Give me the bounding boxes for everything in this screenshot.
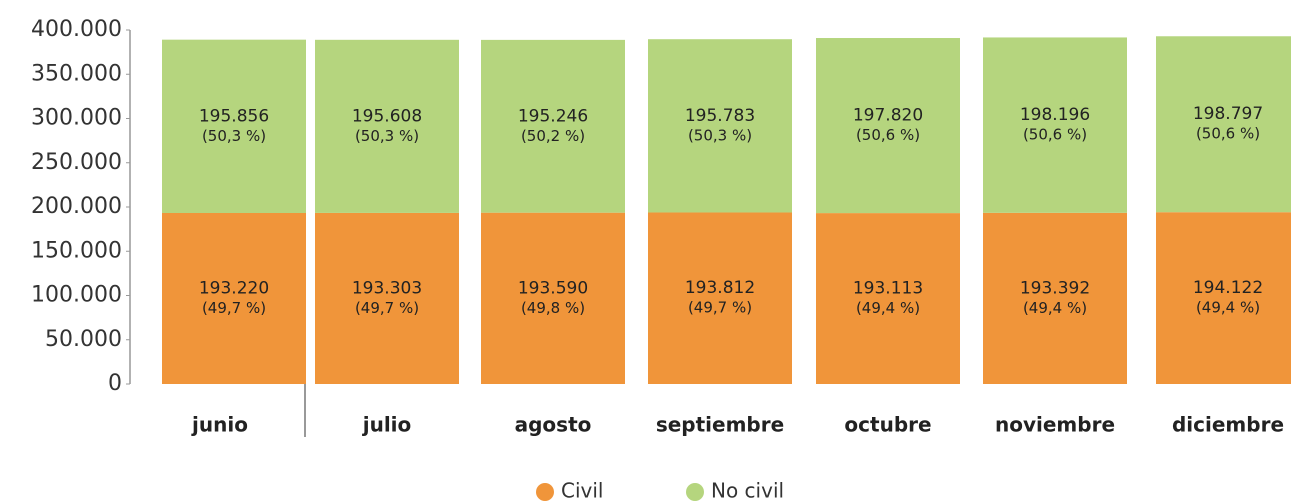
x-tick-label: septiembre [656,413,784,437]
x-tick-label: junio [191,413,248,437]
value-label: 193.113 [853,279,923,299]
x-tick-label: agosto [515,413,592,437]
value-label: 198.196 [1020,105,1090,125]
value-label: 193.303 [352,278,422,298]
value-label: 195.608 [352,106,422,126]
y-tick-label: 350.000 [31,61,122,86]
x-tick-label: julio [362,413,412,437]
value-label: 193.590 [518,278,588,298]
bar-segment [648,212,792,384]
y-tick-label: 200.000 [31,194,122,219]
legend-label: No civil [711,479,784,502]
share-label: (50,3 %) [355,127,419,145]
share-label: (49,4 %) [1023,299,1087,317]
share-label: (50,6 %) [856,126,920,144]
share-label: (50,2 %) [521,127,585,145]
share-label: (49,4 %) [1196,299,1260,317]
y-tick-label: 0 [108,371,122,396]
legend-swatch [686,483,704,501]
bar-segment [1156,212,1291,384]
share-label: (49,7 %) [355,299,419,317]
bar-segment [315,212,459,384]
share-label: (50,6 %) [1023,126,1087,144]
share-label: (50,3 %) [202,127,266,145]
bar-segment [162,39,306,214]
bar-segment [983,212,1127,384]
y-tick-label: 100.000 [31,283,122,308]
value-label: 195.856 [199,106,269,126]
share-label: (50,6 %) [1196,125,1260,143]
value-label: 193.392 [1020,278,1090,298]
value-label: 193.220 [199,279,269,299]
x-tick-label: diciembre [1172,413,1284,437]
x-tick-label: octubre [844,413,931,437]
value-label: 195.783 [685,106,755,126]
bar-segment [481,39,625,213]
bar-segment [816,213,960,384]
share-label: (49,7 %) [688,299,752,317]
bar-segment [648,39,792,213]
y-tick-label: 300.000 [31,106,122,131]
legend-swatch [536,483,554,501]
bar-segment [1156,36,1291,213]
bar-segment [481,212,625,384]
bar-segment [315,39,459,213]
value-label: 195.246 [518,106,588,126]
share-label: (49,4 %) [856,299,920,317]
bar-segment [162,213,306,384]
bar-segment [816,38,960,214]
y-tick-label: 400.000 [31,17,122,42]
legend-label: Civil [561,479,603,502]
bar-segment [983,37,1127,213]
y-tick-label: 250.000 [31,150,122,175]
value-label: 198.797 [1193,104,1263,124]
y-tick-label: 50.000 [45,327,122,352]
value-label: 194.122 [1193,278,1263,298]
value-label: 197.820 [853,106,923,126]
x-tick-label: noviembre [995,413,1115,437]
share-label: (49,8 %) [521,299,585,317]
y-tick-label: 150.000 [31,238,122,263]
value-label: 193.812 [685,278,755,298]
share-label: (50,3 %) [688,126,752,144]
share-label: (49,7 %) [202,299,266,317]
